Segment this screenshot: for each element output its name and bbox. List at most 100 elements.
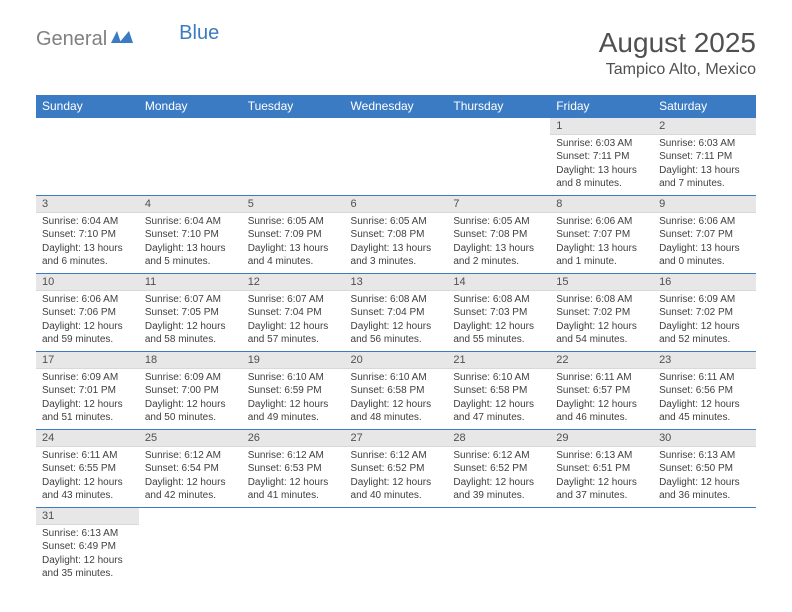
day-number: 1 [550, 118, 653, 135]
day-number: 11 [139, 274, 242, 291]
logo: General Blue [36, 28, 219, 51]
logo-text-blue: Blue [179, 22, 219, 45]
calendar-empty-cell [139, 117, 242, 195]
weekday-header: Thursday [447, 95, 550, 118]
day-info: Sunrise: 6:10 AMSunset: 6:58 PMDaylight:… [447, 369, 550, 429]
calendar-empty-cell [242, 117, 345, 195]
day-info: Sunrise: 6:07 AMSunset: 7:05 PMDaylight:… [139, 291, 242, 351]
calendar-day-cell: 5Sunrise: 6:05 AMSunset: 7:09 PMDaylight… [242, 195, 345, 273]
calendar-empty-cell [345, 117, 448, 195]
day-info: Sunrise: 6:12 AMSunset: 6:52 PMDaylight:… [345, 447, 448, 507]
weekday-header: Wednesday [345, 95, 448, 118]
calendar-day-cell: 1Sunrise: 6:03 AMSunset: 7:11 PMDaylight… [550, 117, 653, 195]
day-info: Sunrise: 6:09 AMSunset: 7:00 PMDaylight:… [139, 369, 242, 429]
day-info: Sunrise: 6:06 AMSunset: 7:07 PMDaylight:… [550, 213, 653, 273]
month-title: August 2025 [599, 28, 756, 59]
calendar-day-cell: 28Sunrise: 6:12 AMSunset: 6:52 PMDayligh… [447, 429, 550, 507]
day-info: Sunrise: 6:12 AMSunset: 6:52 PMDaylight:… [447, 447, 550, 507]
day-number: 17 [36, 352, 139, 369]
day-info: Sunrise: 6:13 AMSunset: 6:51 PMDaylight:… [550, 447, 653, 507]
calendar-empty-cell [345, 507, 448, 585]
day-info: Sunrise: 6:04 AMSunset: 7:10 PMDaylight:… [139, 213, 242, 273]
calendar-day-cell: 8Sunrise: 6:06 AMSunset: 7:07 PMDaylight… [550, 195, 653, 273]
calendar-day-cell: 22Sunrise: 6:11 AMSunset: 6:57 PMDayligh… [550, 351, 653, 429]
calendar-day-cell: 29Sunrise: 6:13 AMSunset: 6:51 PMDayligh… [550, 429, 653, 507]
calendar-day-cell: 4Sunrise: 6:04 AMSunset: 7:10 PMDaylight… [139, 195, 242, 273]
day-info: Sunrise: 6:13 AMSunset: 6:50 PMDaylight:… [653, 447, 756, 507]
day-info: Sunrise: 6:11 AMSunset: 6:56 PMDaylight:… [653, 369, 756, 429]
day-number: 3 [36, 196, 139, 213]
calendar-empty-cell [653, 507, 756, 585]
calendar-empty-cell [550, 507, 653, 585]
day-number: 5 [242, 196, 345, 213]
day-number: 25 [139, 430, 242, 447]
day-number: 6 [345, 196, 448, 213]
day-number: 10 [36, 274, 139, 291]
calendar-day-cell: 17Sunrise: 6:09 AMSunset: 7:01 PMDayligh… [36, 351, 139, 429]
calendar-day-cell: 15Sunrise: 6:08 AMSunset: 7:02 PMDayligh… [550, 273, 653, 351]
calendar-day-cell: 30Sunrise: 6:13 AMSunset: 6:50 PMDayligh… [653, 429, 756, 507]
weekday-header: Sunday [36, 95, 139, 118]
page-header: General Blue August 2025 Tampico Alto, M… [0, 0, 792, 87]
day-number: 13 [345, 274, 448, 291]
calendar-day-cell: 18Sunrise: 6:09 AMSunset: 7:00 PMDayligh… [139, 351, 242, 429]
day-info: Sunrise: 6:06 AMSunset: 7:06 PMDaylight:… [36, 291, 139, 351]
calendar-empty-cell [242, 507, 345, 585]
day-info: Sunrise: 6:05 AMSunset: 7:08 PMDaylight:… [345, 213, 448, 273]
day-number: 29 [550, 430, 653, 447]
day-number: 30 [653, 430, 756, 447]
day-number: 26 [242, 430, 345, 447]
day-info: Sunrise: 6:09 AMSunset: 7:02 PMDaylight:… [653, 291, 756, 351]
day-info: Sunrise: 6:03 AMSunset: 7:11 PMDaylight:… [653, 135, 756, 195]
calendar-day-cell: 20Sunrise: 6:10 AMSunset: 6:58 PMDayligh… [345, 351, 448, 429]
calendar-day-cell: 21Sunrise: 6:10 AMSunset: 6:58 PMDayligh… [447, 351, 550, 429]
calendar-day-cell: 3Sunrise: 6:04 AMSunset: 7:10 PMDaylight… [36, 195, 139, 273]
day-number: 31 [36, 508, 139, 525]
calendar-day-cell: 11Sunrise: 6:07 AMSunset: 7:05 PMDayligh… [139, 273, 242, 351]
day-info: Sunrise: 6:13 AMSunset: 6:49 PMDaylight:… [36, 525, 139, 585]
location: Tampico Alto, Mexico [599, 61, 756, 79]
calendar-day-cell: 31Sunrise: 6:13 AMSunset: 6:49 PMDayligh… [36, 507, 139, 585]
day-number: 8 [550, 196, 653, 213]
day-number: 21 [447, 352, 550, 369]
calendar-day-cell: 16Sunrise: 6:09 AMSunset: 7:02 PMDayligh… [653, 273, 756, 351]
calendar-empty-cell [36, 117, 139, 195]
calendar-row: 24Sunrise: 6:11 AMSunset: 6:55 PMDayligh… [36, 429, 756, 507]
calendar-row: 1Sunrise: 6:03 AMSunset: 7:11 PMDaylight… [36, 117, 756, 195]
day-info: Sunrise: 6:05 AMSunset: 7:09 PMDaylight:… [242, 213, 345, 273]
day-number: 24 [36, 430, 139, 447]
day-number: 7 [447, 196, 550, 213]
day-number: 18 [139, 352, 242, 369]
calendar-day-cell: 10Sunrise: 6:06 AMSunset: 7:06 PMDayligh… [36, 273, 139, 351]
logo-flag-icon [111, 29, 133, 50]
calendar-day-cell: 26Sunrise: 6:12 AMSunset: 6:53 PMDayligh… [242, 429, 345, 507]
weekday-header: Friday [550, 95, 653, 118]
day-number: 14 [447, 274, 550, 291]
day-info: Sunrise: 6:03 AMSunset: 7:11 PMDaylight:… [550, 135, 653, 195]
calendar-day-cell: 14Sunrise: 6:08 AMSunset: 7:03 PMDayligh… [447, 273, 550, 351]
calendar-day-cell: 25Sunrise: 6:12 AMSunset: 6:54 PMDayligh… [139, 429, 242, 507]
calendar-day-cell: 19Sunrise: 6:10 AMSunset: 6:59 PMDayligh… [242, 351, 345, 429]
calendar-day-cell: 24Sunrise: 6:11 AMSunset: 6:55 PMDayligh… [36, 429, 139, 507]
day-number: 2 [653, 118, 756, 135]
calendar-row: 10Sunrise: 6:06 AMSunset: 7:06 PMDayligh… [36, 273, 756, 351]
day-number: 12 [242, 274, 345, 291]
day-info: Sunrise: 6:12 AMSunset: 6:53 PMDaylight:… [242, 447, 345, 507]
calendar-empty-cell [447, 117, 550, 195]
day-info: Sunrise: 6:04 AMSunset: 7:10 PMDaylight:… [36, 213, 139, 273]
calendar-day-cell: 12Sunrise: 6:07 AMSunset: 7:04 PMDayligh… [242, 273, 345, 351]
day-number: 19 [242, 352, 345, 369]
day-number: 23 [653, 352, 756, 369]
weekday-header: Monday [139, 95, 242, 118]
day-info: Sunrise: 6:12 AMSunset: 6:54 PMDaylight:… [139, 447, 242, 507]
day-info: Sunrise: 6:08 AMSunset: 7:03 PMDaylight:… [447, 291, 550, 351]
calendar-empty-cell [447, 507, 550, 585]
logo-text-gray: General [36, 28, 107, 51]
day-number: 22 [550, 352, 653, 369]
weekday-header: Saturday [653, 95, 756, 118]
calendar-day-cell: 9Sunrise: 6:06 AMSunset: 7:07 PMDaylight… [653, 195, 756, 273]
day-number: 15 [550, 274, 653, 291]
weekday-header: Tuesday [242, 95, 345, 118]
calendar-row: 31Sunrise: 6:13 AMSunset: 6:49 PMDayligh… [36, 507, 756, 585]
day-info: Sunrise: 6:11 AMSunset: 6:57 PMDaylight:… [550, 369, 653, 429]
